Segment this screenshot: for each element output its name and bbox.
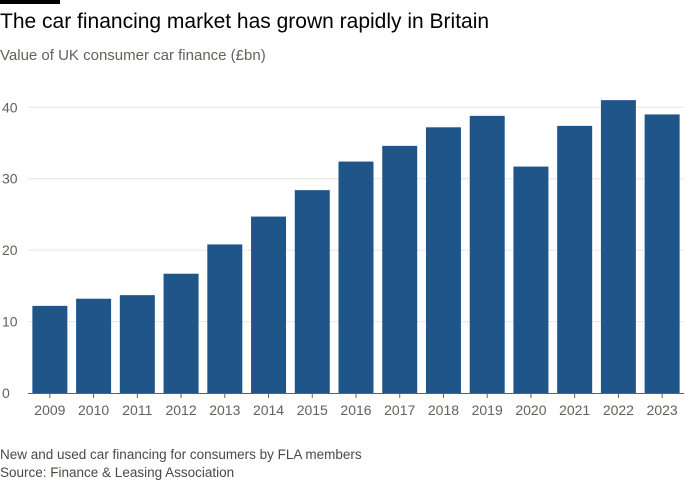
bar <box>469 115 505 394</box>
bar <box>425 127 461 393</box>
bar <box>163 273 199 393</box>
chart-subtitle: Value of UK consumer car finance (£bn) <box>0 47 266 64</box>
bar <box>251 216 287 393</box>
bar <box>32 305 68 393</box>
x-tick-label: 2019 <box>472 402 503 418</box>
y-tick-label: 40 <box>2 99 18 115</box>
x-tick-label: 2015 <box>297 402 328 418</box>
header-accent-bar <box>0 0 60 4</box>
chart-note: New and used car financing for consumers… <box>0 447 362 462</box>
x-tick-label: 2016 <box>340 402 371 418</box>
bar <box>513 166 549 393</box>
chart-title: The car financing market has grown rapid… <box>0 10 490 33</box>
x-tick-label: 2014 <box>253 402 284 418</box>
y-tick-label: 0 <box>2 385 10 401</box>
chart-source: Source: Finance & Leasing Association <box>0 465 235 480</box>
bar <box>338 161 374 393</box>
y-tick-label: 10 <box>2 314 18 330</box>
bar <box>76 298 112 393</box>
bar <box>644 114 680 394</box>
x-tick-label: 2013 <box>209 402 240 418</box>
bar <box>600 100 636 393</box>
x-tick-label: 2017 <box>384 402 415 418</box>
bar <box>382 145 418 393</box>
bar <box>119 295 155 393</box>
bar-chart: 0 10 20 30 40 2009 2010 2011 2012 2013 2014 2015 201… <box>2 99 684 418</box>
y-tick-label: 30 <box>2 171 18 187</box>
x-tick-label: 2012 <box>165 402 196 418</box>
bar <box>207 244 243 393</box>
x-tick-label: 2018 <box>428 402 459 418</box>
bar <box>557 125 593 394</box>
x-tick-label: 2021 <box>559 402 590 418</box>
bar <box>294 190 330 393</box>
x-tick-label: 2009 <box>34 402 65 418</box>
x-tick-label: 2023 <box>647 402 678 418</box>
x-tick-label: 2022 <box>603 402 634 418</box>
y-tick-label: 20 <box>2 242 18 258</box>
x-tick-label: 2020 <box>515 402 546 418</box>
x-tick-label: 2011 <box>122 402 152 418</box>
x-tick-label: 2010 <box>78 402 109 418</box>
